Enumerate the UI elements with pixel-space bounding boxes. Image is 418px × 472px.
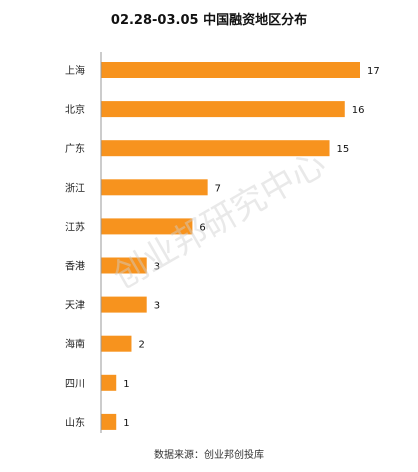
bar-9 [101, 413, 117, 430]
category-label-8: 四川 [65, 379, 85, 390]
value-label-2: 15 [337, 144, 350, 155]
value-label-9: 1 [123, 418, 129, 429]
value-label-6: 3 [154, 301, 160, 312]
bars-layer [101, 62, 360, 430]
bar-4 [101, 218, 193, 235]
category-label-7: 海南 [65, 338, 85, 351]
bar-3 [101, 179, 208, 196]
bar-0 [101, 62, 360, 78]
category-label-9: 山东 [65, 416, 85, 429]
bar-2 [101, 140, 330, 157]
bar-8 [101, 374, 117, 391]
labels-layer: 上海 17 北京 16 广东 15 浙江 7 江苏 6 香港 3 天津 3 海南 2 四川 1 山东 1 [65, 64, 380, 429]
category-label-3: 浙江 [65, 182, 85, 194]
category-label-2: 广东 [65, 142, 85, 155]
value-label-0: 17 [367, 66, 380, 77]
chart-title: 02.28-03.05 中国融资地区分布 [110, 13, 308, 28]
bar-7 [101, 335, 132, 352]
category-label-0: 上海 [65, 64, 85, 77]
source-note: 数据来源：创业邦创投库 [154, 450, 264, 461]
value-label-4: 6 [199, 222, 205, 233]
value-label-1: 16 [352, 105, 365, 116]
category-label-4: 江苏 [65, 220, 85, 233]
value-label-7: 2 [138, 340, 144, 351]
value-label-8: 1 [123, 379, 129, 390]
bar-1 [101, 101, 345, 118]
category-label-1: 北京 [65, 103, 85, 116]
category-label-5: 香港 [65, 261, 85, 273]
bar-5 [101, 257, 147, 274]
bar-6 [101, 296, 147, 313]
category-label-6: 天津 [65, 300, 85, 312]
value-label-5: 3 [154, 262, 160, 273]
value-label-3: 7 [215, 183, 221, 194]
